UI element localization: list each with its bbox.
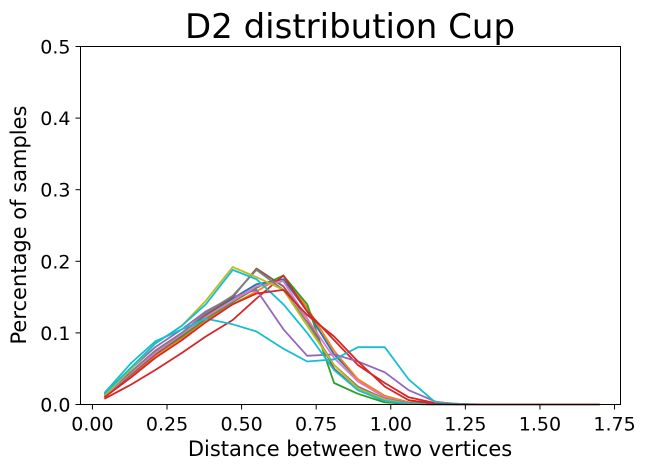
chart-title: D2 distribution Cup [185, 7, 515, 47]
x-tick-label: 0.25 [146, 414, 188, 436]
y-axis: 0.0 0.1 0.2 0.3 0.4 0.5 [40, 37, 81, 417]
x-tick-label: 0.00 [71, 414, 113, 436]
series-line-12 [103, 288, 600, 406]
x-tick-label: 0.50 [220, 414, 262, 436]
y-tick-label: 0.2 [40, 251, 70, 273]
x-tick-label: 0.75 [295, 414, 337, 436]
x-tick-label: 1.75 [593, 414, 635, 436]
y-tick-label: 0.0 [40, 395, 70, 417]
y-tick-label: 0.5 [40, 37, 70, 59]
x-axis-label: Distance between two vertices [188, 437, 512, 461]
plot-lines [103, 266, 600, 406]
x-tick-label: 1.25 [444, 414, 486, 436]
y-axis-label: Percentage of samples [7, 105, 31, 344]
x-axis: 0.00 0.25 0.50 0.75 1.00 1.25 1.50 1.75 [71, 404, 636, 436]
series-line-5 [103, 288, 600, 406]
x-tick-label: 1.00 [370, 414, 412, 436]
x-tick-label: 1.50 [519, 414, 561, 436]
plot-frame [80, 46, 621, 405]
y-tick-label: 0.4 [40, 108, 70, 130]
y-tick-label: 0.3 [40, 180, 70, 202]
y-tick-label: 0.1 [40, 323, 70, 345]
